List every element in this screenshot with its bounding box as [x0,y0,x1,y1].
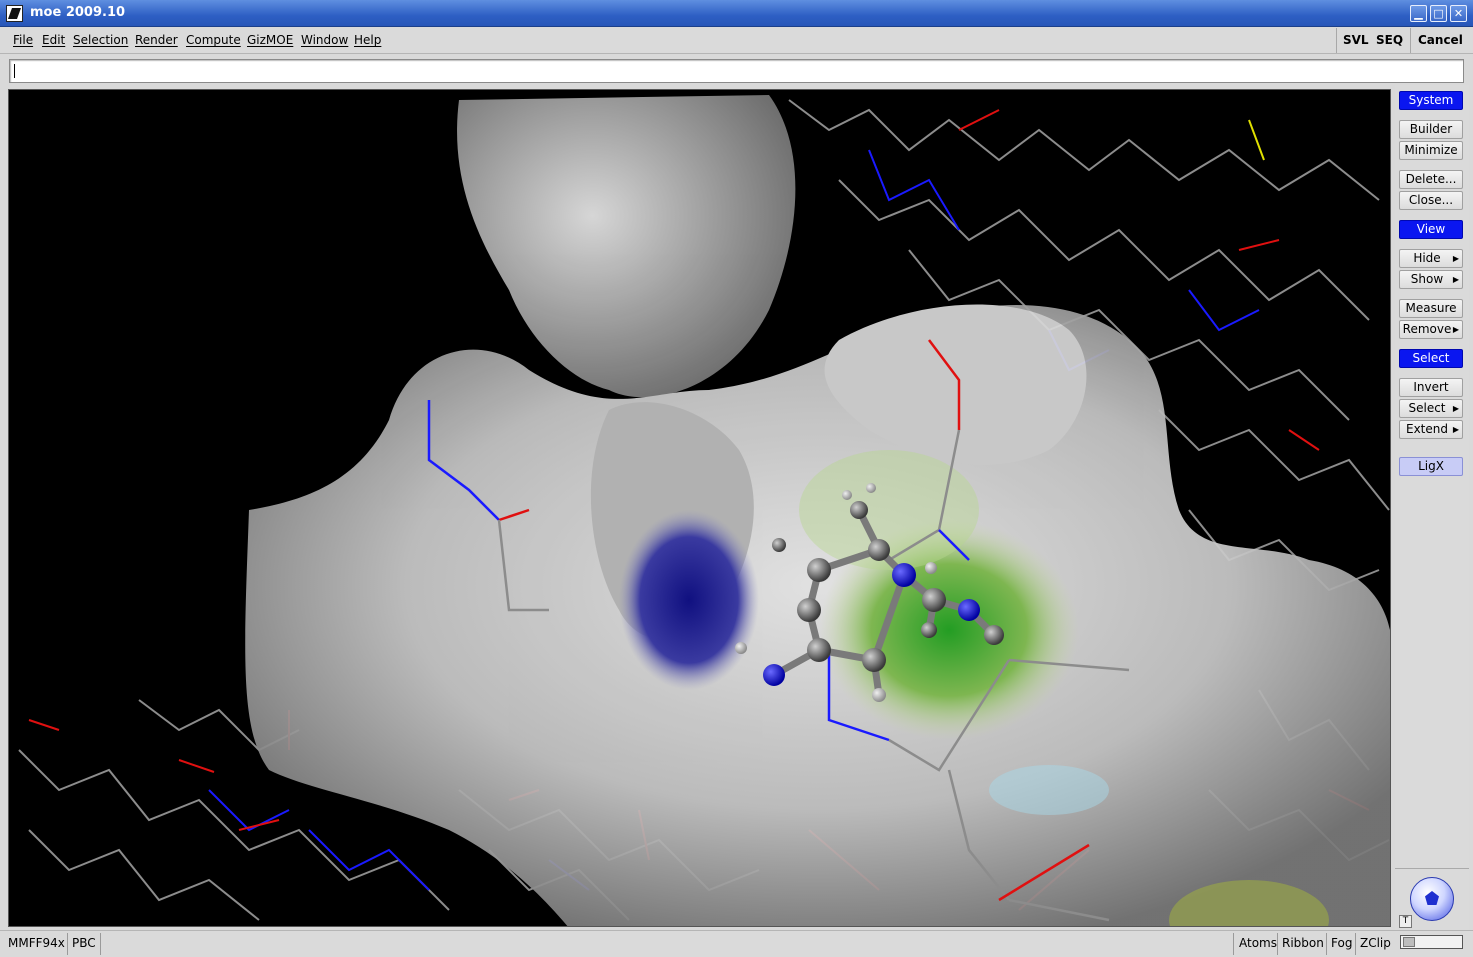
statusbar-divider [1355,933,1356,955]
menu-gizmoe[interactable]: GizMOE [247,33,294,47]
forcefield-indicator[interactable]: MMFF94x [8,936,65,950]
invert-button[interactable]: Invert [1399,378,1463,397]
statusbar-divider [1233,933,1234,955]
fog-toggle[interactable]: Fog [1331,936,1353,950]
title-bar: moe 2009.10 ▁ □ ✕ [0,0,1473,27]
system-header-button[interactable]: System [1399,91,1463,110]
zclip-toggle[interactable]: ZClip [1360,936,1391,950]
ribbon-toggle[interactable]: Ribbon [1282,936,1324,950]
window-title: moe 2009.10 [30,5,126,20]
ligx-button[interactable]: LigX [1399,457,1463,476]
panel-divider [1395,868,1469,869]
minimize-button[interactable]: ▁ [1410,5,1427,22]
extend-button[interactable]: Extend ▶ [1399,420,1463,439]
delete-button[interactable]: Delete... [1399,170,1463,189]
command-line-input[interactable] [9,59,1464,83]
statusbar-divider [1326,933,1327,955]
status-bar: MMFF94x PBC Atoms Ribbon Fog ZClip [0,930,1473,957]
menubar-divider [1336,28,1337,53]
measure-button[interactable]: Measure [1399,299,1463,318]
view-header-button[interactable]: View [1399,220,1463,239]
menu-window[interactable]: Window [301,33,349,47]
statusbar-divider [67,933,68,955]
seq-button[interactable]: SEQ [1376,33,1404,47]
menu-selection[interactable]: Selection [73,33,129,47]
command-panel: System Builder Minimize Delete... Close.… [1395,85,1469,930]
show-label: Show [1410,272,1444,286]
submenu-arrow-icon: ▶ [1452,425,1459,434]
close-window-button[interactable]: ✕ [1450,5,1467,22]
menu-file[interactable]: File [13,33,34,47]
molecule-viewport[interactable] [8,89,1391,927]
select-button[interactable]: Select ▶ [1399,399,1463,418]
zclip-slider[interactable] [1400,935,1463,949]
molecule-render [18,95,1390,926]
cancel-button[interactable]: Cancel [1418,33,1463,47]
statusbar-divider [1277,933,1278,955]
fullerene-rotate-icon[interactable] [1410,877,1454,921]
hide-button[interactable]: Hide ▶ [1399,249,1463,268]
hide-label: Hide [1413,251,1441,265]
remove-label: Remove [1402,322,1452,336]
pbc-indicator[interactable]: PBC [72,936,96,950]
show-button[interactable]: Show ▶ [1399,270,1463,289]
submenu-arrow-icon: ▶ [1452,275,1459,284]
builder-button[interactable]: Builder [1399,120,1463,139]
menu-render[interactable]: Render [135,33,178,47]
submenu-arrow-icon: ▶ [1452,254,1459,263]
menu-bar: File Edit Selection Render Compute GizMO… [0,27,1473,54]
close-system-button[interactable]: Close... [1399,191,1463,210]
select-header-button[interactable]: Select [1399,349,1463,368]
menu-edit[interactable]: Edit [42,33,66,47]
statusbar-divider [100,933,101,955]
corner-badge[interactable]: T [1399,915,1412,928]
select-label: Select [1408,401,1446,415]
minimize-energy-button[interactable]: Minimize [1399,141,1463,160]
moe-app-icon[interactable] [6,5,23,22]
remove-button[interactable]: Remove ▶ [1399,320,1463,339]
submenu-arrow-icon: ▶ [1452,325,1459,334]
slider-thumb[interactable] [1403,937,1415,947]
svl-button[interactable]: SVL [1343,33,1369,47]
atoms-toggle[interactable]: Atoms [1239,936,1277,950]
menubar-divider [1410,28,1411,53]
menu-compute[interactable]: Compute [186,33,241,47]
maximize-button[interactable]: □ [1430,5,1447,22]
ligand-atom-carbon [850,501,868,519]
menu-help[interactable]: Help [354,33,382,47]
text-caret [14,64,15,78]
submenu-arrow-icon: ▶ [1452,404,1459,413]
extend-label: Extend [1406,422,1448,436]
